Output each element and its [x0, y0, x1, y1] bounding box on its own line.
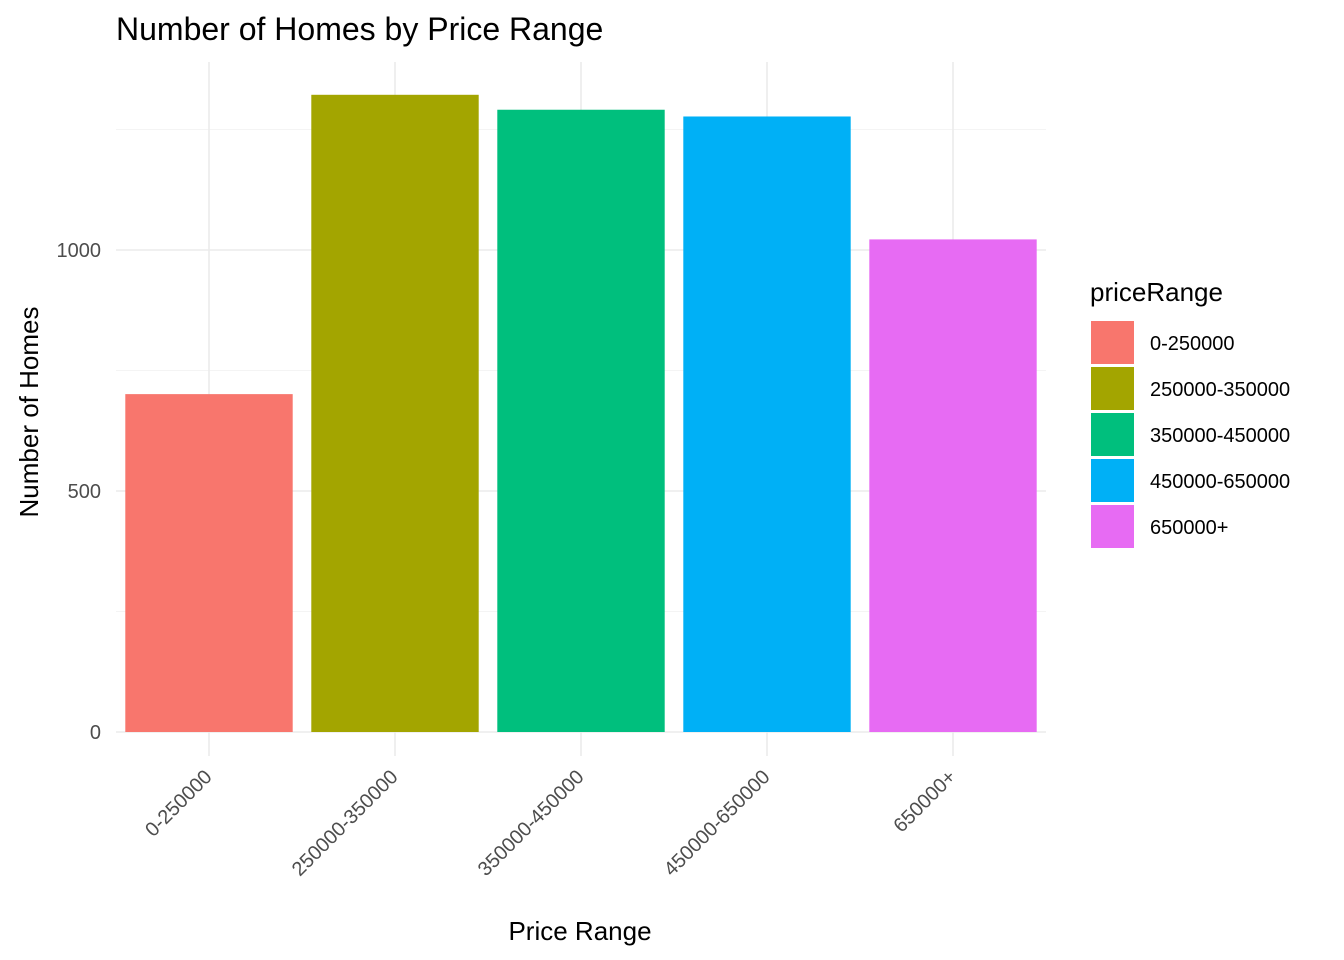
- bar-450000-650000: [683, 116, 851, 732]
- legend-label: 250000-350000: [1150, 379, 1290, 401]
- legend-swatch: [1091, 413, 1134, 456]
- y-axis-title: Number of Homes: [14, 307, 44, 518]
- x-tick-label: 650000+: [890, 766, 961, 837]
- bar-350000-450000: [497, 109, 665, 733]
- chart-title: Number of Homes by Price Range: [116, 11, 603, 47]
- x-tick-label: 350000-450000: [474, 766, 589, 881]
- x-axis-ticks: 0-250000 250000-350000 350000-450000 450000…: [141, 766, 960, 881]
- y-tick-label: 1000: [57, 240, 102, 262]
- bar-250000-350000: [311, 94, 479, 732]
- y-axis-ticks: 0 500 1000: [57, 240, 102, 744]
- x-tick-label: 0-250000: [141, 766, 216, 841]
- legend-label: 450000-650000: [1150, 471, 1290, 493]
- x-axis-title: Price Range: [508, 916, 651, 946]
- legend: priceRange 0-250000 250000-350000 350000-4…: [1090, 277, 1290, 548]
- bar-0-250000: [125, 394, 293, 732]
- bar-650000+: [869, 239, 1037, 732]
- legend-swatch: [1091, 367, 1134, 410]
- legend-label: 650000+: [1150, 517, 1228, 539]
- bars: [125, 94, 1037, 733]
- legend-label: 350000-450000: [1150, 425, 1290, 447]
- x-tick-label: 250000-350000: [288, 766, 403, 881]
- legend-swatch: [1091, 321, 1134, 364]
- legend-swatch: [1091, 505, 1134, 548]
- legend-swatch: [1091, 459, 1134, 502]
- legend-label: 0-250000: [1150, 333, 1235, 355]
- x-tick-label: 450000-650000: [660, 766, 775, 881]
- y-tick-label: 500: [68, 481, 101, 503]
- legend-title: priceRange: [1090, 277, 1223, 307]
- y-tick-label: 0: [90, 722, 101, 744]
